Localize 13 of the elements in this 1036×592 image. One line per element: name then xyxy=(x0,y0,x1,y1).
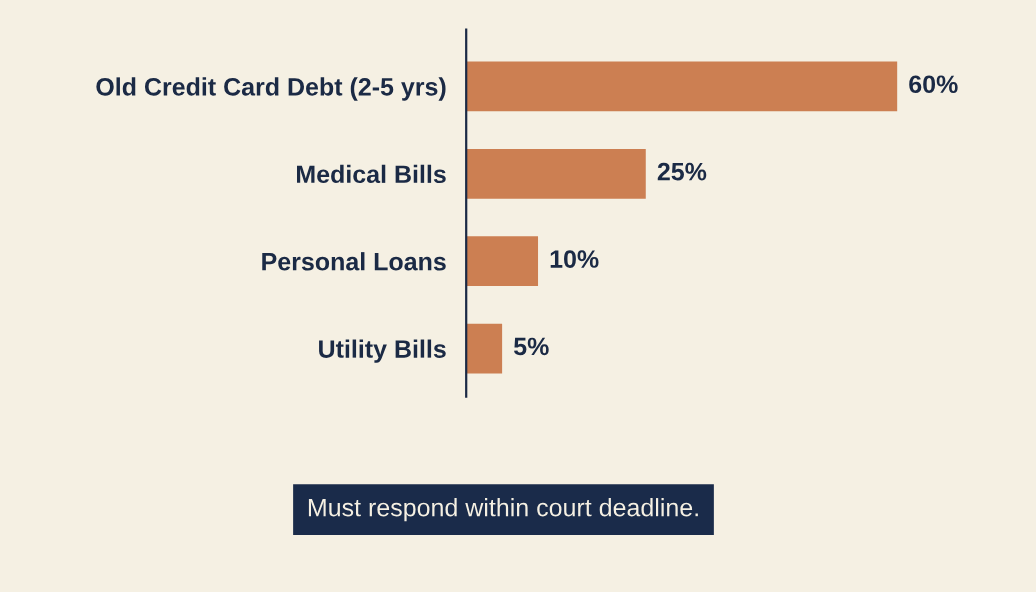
data-label: 5% xyxy=(514,337,549,356)
bar xyxy=(466,148,646,199)
bar xyxy=(466,236,539,287)
data-label: 25% xyxy=(657,162,707,181)
text: Must respond within court deadline. xyxy=(308,498,698,522)
data-label: 10% xyxy=(550,250,599,268)
data-label: 60% xyxy=(909,75,958,94)
y-tick-label: Utility Bills xyxy=(319,339,446,363)
y-tick-label: Old Credit Card Debt (2-5 yrs) xyxy=(96,77,446,101)
y-tick-label: Medical Bills xyxy=(297,164,446,184)
bar xyxy=(466,323,503,374)
y-tick-label: Personal Loans xyxy=(262,252,446,271)
bar xyxy=(466,61,898,112)
